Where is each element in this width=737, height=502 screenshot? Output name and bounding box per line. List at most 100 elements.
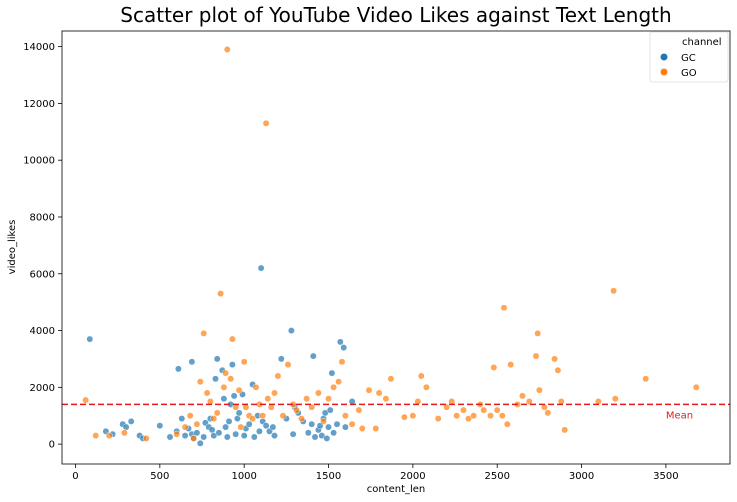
point-go-81: [519, 392, 526, 400]
point-go-76: [498, 412, 506, 420]
point-go-35: [271, 389, 278, 397]
point-go-75: [493, 406, 501, 414]
point-gc-76: [336, 338, 344, 346]
points-layer: [82, 46, 700, 447]
point-go-53: [358, 425, 366, 432]
x-tick-label: 1000: [231, 471, 256, 482]
point-gc-28: [215, 429, 223, 437]
point-go-43: [308, 403, 316, 411]
point-go-96: [692, 383, 700, 391]
point-go-93: [610, 287, 618, 295]
point-go-23: [235, 386, 243, 394]
x-tick-label: 3000: [569, 471, 594, 482]
point-gc-57: [289, 430, 297, 438]
point-gc-13: [181, 432, 189, 440]
point-go-33: [264, 395, 272, 403]
point-go-8: [190, 434, 198, 442]
point-go-1: [92, 432, 100, 440]
point-go-72: [480, 406, 488, 414]
point-go-12: [203, 389, 211, 397]
y-tick-label: 14000: [23, 42, 55, 53]
y-tick-label: 12000: [23, 99, 55, 110]
point-go-15: [213, 409, 221, 417]
point-gc-8: [156, 422, 164, 430]
point-go-63: [422, 383, 430, 391]
point-go-29: [252, 383, 260, 391]
point-gc-50: [262, 422, 270, 430]
point-go-70: [470, 412, 478, 420]
legend: channel GC GO: [649, 31, 729, 83]
point-go-55: [372, 425, 380, 432]
point-gc-31: [222, 423, 230, 431]
legend-label-gc: GC: [681, 53, 696, 64]
point-gc-39: [235, 409, 243, 417]
x-tick-label: 2000: [400, 471, 425, 482]
point-go-24: [237, 423, 245, 431]
point-gc-12: [178, 415, 186, 423]
x-tick-label: 2500: [484, 471, 509, 482]
point-go-74: [490, 364, 498, 371]
point-gc-20: [200, 433, 208, 441]
point-go-69: [465, 415, 472, 423]
point-go-51: [348, 420, 356, 428]
point-go-36: [274, 372, 282, 380]
legend-label-go: GO: [681, 68, 697, 79]
point-gc-77: [340, 344, 348, 352]
point-go-31: [259, 412, 267, 420]
point-go-46: [325, 395, 332, 403]
point-gc-64: [311, 433, 319, 441]
point-go-48: [335, 378, 343, 386]
point-go-7: [186, 412, 194, 420]
point-gc-26: [212, 375, 219, 383]
point-go-49: [338, 358, 346, 366]
point-go-83: [532, 352, 540, 360]
point-go-0: [82, 396, 90, 404]
point-gc-0: [86, 335, 94, 343]
point-gc-35: [228, 361, 236, 369]
point-gc-71: [325, 423, 332, 431]
point-go-2: [105, 432, 113, 440]
point-go-25: [240, 358, 248, 366]
point-go-94: [611, 395, 619, 403]
point-gc-4: [122, 423, 130, 431]
point-gc-61: [304, 429, 312, 437]
point-go-56: [375, 389, 383, 397]
point-gc-38: [233, 415, 241, 423]
point-gc-37: [232, 430, 240, 438]
point-go-45: [320, 417, 327, 425]
point-go-10: [196, 378, 204, 386]
point-gc-33: [225, 417, 233, 425]
point-go-95: [642, 375, 650, 383]
point-go-54: [365, 386, 373, 394]
point-gc-45: [250, 433, 258, 441]
point-gc-30: [220, 395, 228, 403]
legend-marker-gc: [660, 53, 668, 61]
point-gc-73: [328, 369, 336, 377]
point-gc-47: [255, 427, 263, 435]
point-go-3: [120, 429, 128, 437]
legend-box: [649, 31, 729, 83]
point-gc-72: [326, 406, 334, 414]
point-go-84: [534, 329, 542, 337]
point-go-38: [284, 361, 292, 369]
point-go-59: [400, 413, 408, 421]
point-gc-78: [341, 423, 349, 431]
point-go-16: [217, 290, 225, 298]
y-tick-label: 0: [49, 440, 55, 451]
point-go-28: [249, 415, 257, 423]
point-go-58: [387, 375, 395, 383]
point-go-20: [227, 375, 235, 383]
plot-frame: [61, 30, 731, 465]
mean-layer: Mean: [62, 403, 730, 421]
legend-title: channel: [682, 37, 722, 48]
point-gc-19: [196, 439, 204, 447]
y-tick-label: 10000: [23, 156, 55, 167]
point-go-42: [303, 395, 311, 403]
point-go-44: [314, 389, 322, 397]
point-gc-43: [245, 420, 253, 428]
point-gc-54: [277, 355, 285, 363]
chart-title: Scatter plot of YouTube Video Likes agai…: [120, 3, 671, 27]
point-gc-5: [127, 417, 135, 425]
x-axis: 0 500 1000 1500 2000 2500 3000 3500: [72, 464, 679, 482]
